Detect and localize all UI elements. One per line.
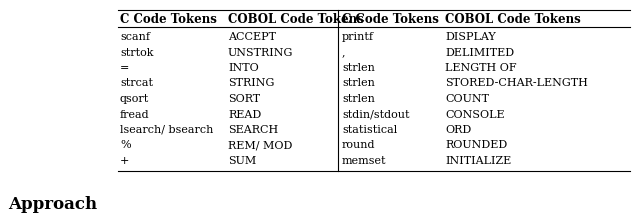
Text: INITIALIZE: INITIALIZE [445, 156, 511, 166]
Text: strcat: strcat [120, 78, 153, 88]
Text: round: round [342, 141, 376, 151]
Text: fread: fread [120, 109, 150, 120]
Text: +: + [120, 156, 129, 166]
Text: memset: memset [342, 156, 387, 166]
Text: =: = [120, 63, 129, 73]
Text: ,: , [342, 48, 346, 57]
Text: STRING: STRING [228, 78, 275, 88]
Text: SORT: SORT [228, 94, 260, 104]
Text: C Code Tokens: C Code Tokens [120, 13, 217, 26]
Text: stdin/stdout: stdin/stdout [342, 109, 410, 120]
Text: STORED-CHAR-LENGTH: STORED-CHAR-LENGTH [445, 78, 588, 88]
Text: DISPLAY: DISPLAY [445, 32, 496, 42]
Text: strtok: strtok [120, 48, 154, 57]
Text: COBOL Code Tokens: COBOL Code Tokens [445, 13, 580, 26]
Text: strlen: strlen [342, 94, 375, 104]
Text: %: % [120, 141, 131, 151]
Text: CONSOLE: CONSOLE [445, 109, 504, 120]
Text: READ: READ [228, 109, 261, 120]
Text: COBOL Code Tokens: COBOL Code Tokens [228, 13, 364, 26]
Text: SUM: SUM [228, 156, 256, 166]
Text: strlen: strlen [342, 63, 375, 73]
Text: statistical: statistical [342, 125, 397, 135]
Text: ORD: ORD [445, 125, 471, 135]
Text: SEARCH: SEARCH [228, 125, 278, 135]
Text: UNSTRING: UNSTRING [228, 48, 293, 57]
Text: INTO: INTO [228, 63, 259, 73]
Text: qsort: qsort [120, 94, 149, 104]
Text: LENGTH OF: LENGTH OF [445, 63, 516, 73]
Text: lsearch/ bsearch: lsearch/ bsearch [120, 125, 213, 135]
Text: strlen: strlen [342, 78, 375, 88]
Text: C Code Tokens: C Code Tokens [342, 13, 439, 26]
Text: ROUNDED: ROUNDED [445, 141, 508, 151]
Text: COUNT: COUNT [445, 94, 489, 104]
Text: DELIMITED: DELIMITED [445, 48, 514, 57]
Text: REM/ MOD: REM/ MOD [228, 141, 292, 151]
Text: printf: printf [342, 32, 374, 42]
Text: ACCEPT: ACCEPT [228, 32, 276, 42]
Text: scanf: scanf [120, 32, 150, 42]
Text: Approach: Approach [8, 196, 97, 213]
